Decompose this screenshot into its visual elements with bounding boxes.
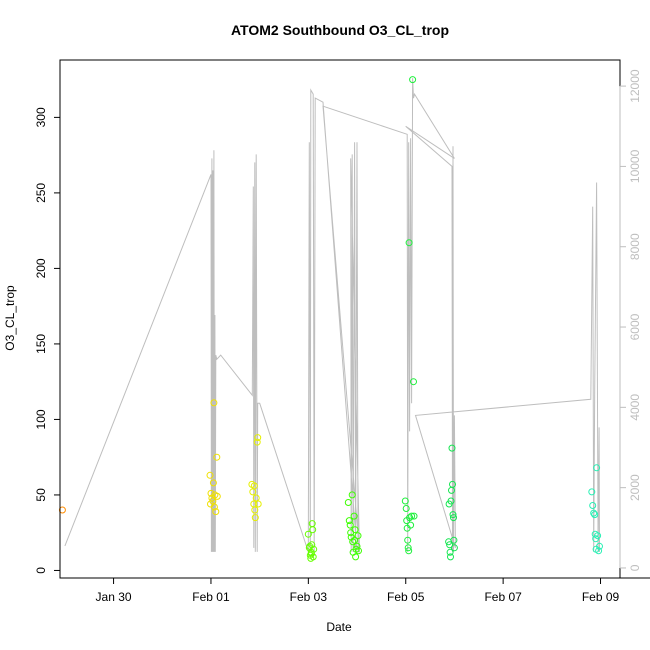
altitude-series-layer [64,78,600,556]
data-point [591,530,599,538]
data-point [402,505,410,512]
data-point [405,547,413,555]
data-point [447,553,454,561]
data-point [306,542,314,550]
y2-tick-label: 10000 [628,149,642,183]
altitude-line [64,78,600,556]
data-point [307,550,315,558]
y2-tick-label: 0 [628,564,642,571]
data-point [253,438,261,446]
data-point [254,500,262,508]
data-point [407,521,415,529]
y2-tick-label: 4000 [628,394,642,421]
data-point [355,547,362,555]
data-point [408,512,416,520]
data-point [213,453,221,461]
data-point [446,548,454,556]
data-point [588,488,596,496]
data-point [209,479,217,487]
data-point [590,509,598,517]
data-point [212,508,220,516]
x-tick-label: Feb 03 [290,590,328,604]
data-point [348,491,356,499]
data-point [410,512,418,520]
data-point [207,489,215,497]
data-point [449,511,457,519]
x-tick-label: Feb 05 [387,590,425,604]
data-point [409,76,417,84]
y-tick-label: 100 [34,409,48,429]
data-point [401,497,409,505]
y2-tick-label: 2000 [628,474,642,501]
data-point [349,538,357,546]
data-point [595,547,603,555]
data-point [593,464,601,472]
data-point [404,536,412,544]
x-tick-label: Jan 30 [96,590,132,604]
data-point [250,482,258,490]
y-tick-label: 200 [34,258,48,278]
data-point [449,480,456,488]
data-point [450,514,457,522]
data-point [345,517,353,525]
chart-title: ATOM2 Southbound O3_CL_trop [231,22,449,38]
data-point [254,434,262,442]
data-point [309,526,317,534]
data-point [596,542,603,550]
data-point [351,536,359,544]
data-point [450,536,458,544]
data-point [448,444,456,452]
y2-tick-label: 12000 [628,69,642,103]
data-point [410,378,417,386]
data-point [207,500,214,508]
x-tick-label: Feb 09 [582,590,620,604]
data-point [589,502,597,509]
data-point [344,499,352,506]
data-point [346,521,354,529]
y-axis-right: 0 2000 4000 6000 8000 10000 12000 [619,69,642,571]
data-point [353,542,361,550]
data-point [404,544,412,552]
y-tick-label: 250 [34,183,48,203]
data-point [352,553,360,561]
y-tick-label: 0 [34,567,48,574]
data-point [591,511,599,519]
data-point [206,471,214,479]
data-point [213,492,221,500]
data-point [210,399,218,407]
data-point [251,506,259,514]
y-tick-label: 150 [34,334,48,354]
y2-tick-label: 8000 [628,233,642,260]
y-tick-label: 300 [34,107,48,127]
data-point [304,530,312,538]
y-tick-label: 50 [34,488,48,502]
data-point [354,532,362,540]
data-point [58,506,66,514]
data-point [252,494,260,502]
data-point [308,541,316,549]
data-point [351,526,359,534]
ozone-points-layer [58,76,603,562]
y2-tick-label: 6000 [628,313,642,340]
data-point [406,514,414,522]
data-point [251,514,259,522]
x-tick-label: Feb 01 [192,590,230,604]
data-point [405,239,413,247]
x-tick-label: Feb 07 [484,590,522,604]
data-point [350,512,358,520]
x-axis-label: Date [326,620,352,634]
y-axis-left: 0 50 100 150 200 250 300 [34,107,61,574]
data-point [445,500,453,508]
data-point [450,544,458,552]
y-axis-label: O3_CL_trop [3,285,17,351]
